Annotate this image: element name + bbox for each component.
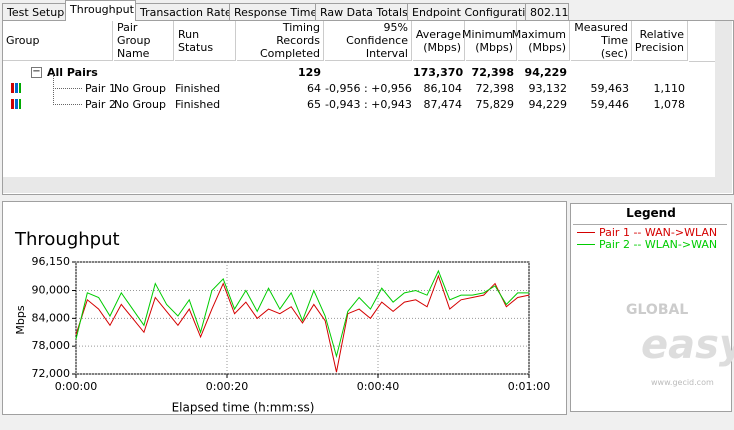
table-cell: 129 bbox=[298, 66, 321, 79]
app-window: Test Setup Throughput Transaction Rate Resp… bbox=[0, 0, 734, 415]
column-header[interactable]: Timing Records Completed bbox=[237, 21, 324, 61]
series-line bbox=[75, 274, 530, 373]
legend-swatch bbox=[577, 232, 595, 233]
table-cell: Pair 2 bbox=[85, 98, 116, 111]
table-cell: 1,078 bbox=[653, 98, 686, 111]
y-axis-label: Mbps bbox=[14, 305, 27, 334]
pair-icon bbox=[11, 83, 21, 93]
y-tick-label: 84,000 bbox=[32, 311, 71, 324]
pair-icon bbox=[11, 99, 21, 109]
header-filler bbox=[689, 21, 715, 62]
table-cell: 59,446 bbox=[590, 98, 630, 111]
tab[interactable]: 802.11 bbox=[525, 3, 569, 20]
legend-swatch bbox=[577, 244, 595, 245]
table-panel: Group Pair Group Name Run Status Timing Rec… bbox=[2, 20, 734, 195]
table-cell: 1,110 bbox=[653, 82, 686, 95]
tab[interactable]: Endpoint Configuration bbox=[407, 3, 539, 20]
table-cell: 86,104 bbox=[423, 82, 463, 95]
column-header[interactable]: Maximum (Mbps) bbox=[512, 21, 570, 61]
table-cell: All Pairs bbox=[47, 66, 98, 79]
watermark: easy bbox=[641, 322, 734, 368]
column-header[interactable]: 95% Confidence Interval bbox=[325, 21, 412, 61]
watermark: www.gecid.com bbox=[651, 378, 714, 387]
table-cell: 93,132 bbox=[528, 82, 568, 95]
chart-title: Throughput bbox=[14, 229, 120, 250]
x-tick-label: 0:00:20 bbox=[206, 380, 248, 393]
table-cell: No Group bbox=[114, 98, 166, 111]
table-cell: 94,229 bbox=[524, 66, 567, 79]
chart: Throughput Elapsed time (h:mm:ss) Mbps 7… bbox=[14, 229, 550, 415]
legend-title: Legend bbox=[626, 206, 676, 220]
table: Group Pair Group Name Run Status Timing Rec… bbox=[3, 21, 715, 177]
chart-panel: Throughput Elapsed time (h:mm:ss) Mbps 7… bbox=[2, 201, 567, 415]
tab[interactable]: Transaction Rate bbox=[135, 3, 232, 20]
column-header[interactable]: Run Status bbox=[175, 21, 236, 61]
legend-entry[interactable]: Pair 1 -- WAN->WLAN bbox=[599, 226, 718, 239]
table-cell: 64 bbox=[307, 82, 321, 95]
plot-area bbox=[75, 261, 530, 375]
table-cell: 72,398 bbox=[475, 82, 515, 95]
legend-panel: Legend Pair 1 -- WAN->WLAN Pair 2 -- WLAN… bbox=[570, 203, 734, 412]
column-header[interactable]: Minimum (Mbps) bbox=[462, 21, 517, 61]
table-cell: 87,474 bbox=[423, 98, 463, 111]
tab[interactable]: Test Setup bbox=[2, 3, 66, 20]
table-cell: 59,463 bbox=[590, 82, 630, 95]
column-header[interactable]: Pair Group Name bbox=[114, 21, 174, 61]
table-cell: 75,829 bbox=[475, 98, 515, 111]
y-tick-label: 78,000 bbox=[32, 339, 71, 352]
table-cell: 173,370 bbox=[413, 66, 464, 79]
tree-line bbox=[53, 74, 82, 89]
y-tick-label: 96,150 bbox=[32, 255, 71, 268]
x-axis-label: Elapsed time (h:mm:ss) bbox=[172, 401, 315, 415]
table-cell: 72,398 bbox=[471, 66, 514, 79]
column-header[interactable]: Relative Precision bbox=[633, 21, 688, 61]
series-line bbox=[75, 269, 529, 359]
tab[interactable]: Raw Data Totals bbox=[315, 3, 408, 20]
watermark: GLOBAL bbox=[626, 302, 689, 318]
legend-divider bbox=[573, 224, 727, 225]
table-cell: Finished bbox=[175, 82, 221, 95]
table-cell: Pair 1 bbox=[85, 82, 116, 95]
x-tick-label: 0:01:00 bbox=[508, 380, 550, 393]
tab[interactable]: Throughput bbox=[65, 0, 136, 21]
table-cell: 94,229 bbox=[528, 98, 568, 111]
table-cell: No Group bbox=[114, 82, 166, 95]
legend-entry[interactable]: Pair 2 -- WLAN->WAN bbox=[599, 238, 718, 251]
y-tick-label: 90,000 bbox=[32, 284, 71, 297]
column-header[interactable]: Average (Mbps) bbox=[413, 21, 465, 61]
x-tick-label: 0:00:00 bbox=[55, 380, 97, 393]
y-tick-label: 72,000 bbox=[32, 367, 71, 380]
v-scrollbar[interactable] bbox=[715, 21, 732, 177]
table-cell: -0,943 : +0,943 bbox=[325, 98, 412, 111]
table-cell: -0,956 : +0,956 bbox=[325, 82, 412, 95]
x-tick-label: 0:00:40 bbox=[357, 380, 399, 393]
tab[interactable]: Response Time bbox=[229, 3, 317, 20]
h-scrollbar[interactable] bbox=[3, 177, 732, 193]
column-header[interactable]: Group bbox=[3, 21, 113, 61]
column-header[interactable]: Measured Time (sec) bbox=[571, 21, 632, 61]
table-cell: 65 bbox=[307, 98, 321, 111]
collapse-box[interactable]: − bbox=[31, 66, 42, 78]
table-cell: Finished bbox=[175, 98, 221, 111]
tree-line bbox=[53, 90, 82, 105]
